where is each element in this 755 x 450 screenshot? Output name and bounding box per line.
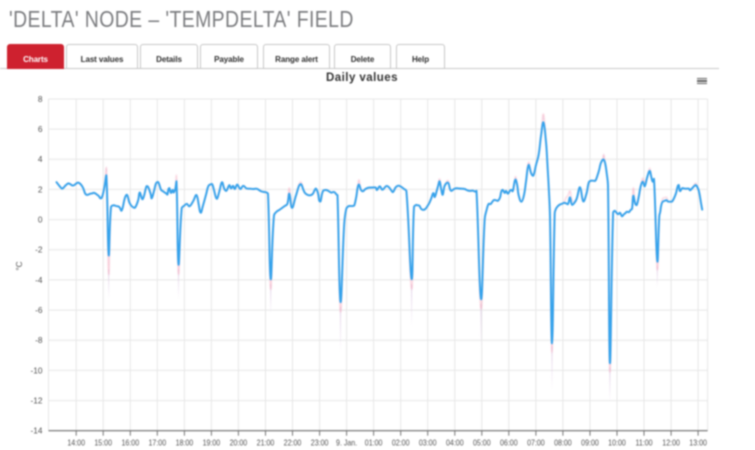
svg-text:03:00: 03:00: [419, 438, 437, 448]
svg-text:16:00: 16:00: [121, 438, 139, 448]
svg-text:-2: -2: [35, 245, 43, 255]
svg-text:-4: -4: [35, 275, 43, 285]
svg-text:-6: -6: [35, 305, 43, 315]
svg-text:0: 0: [38, 215, 43, 225]
svg-text:-8: -8: [35, 335, 43, 345]
svg-text:-12: -12: [31, 396, 43, 406]
svg-text:08:00: 08:00: [554, 438, 572, 448]
svg-text:15:00: 15:00: [94, 438, 112, 448]
svg-text:05:00: 05:00: [473, 438, 491, 448]
svg-text:20:00: 20:00: [230, 438, 248, 448]
svg-text:07:00: 07:00: [527, 438, 545, 448]
svg-text:01:00: 01:00: [365, 438, 383, 448]
svg-text:06:00: 06:00: [500, 438, 518, 448]
svg-text:6: 6: [38, 124, 43, 134]
svg-text:11:00: 11:00: [635, 438, 652, 448]
svg-text:19:00: 19:00: [203, 438, 221, 448]
svg-text:02:00: 02:00: [392, 438, 410, 448]
svg-text:4: 4: [38, 154, 43, 164]
svg-text:9. Jan.: 9. Jan.: [336, 438, 357, 448]
svg-text:13:00: 13:00: [689, 438, 707, 448]
svg-text:-14: -14: [31, 426, 43, 436]
svg-text:8: 8: [38, 94, 43, 104]
svg-text:09:00: 09:00: [581, 438, 599, 448]
svg-text:12:00: 12:00: [662, 438, 680, 448]
svg-text:14:00: 14:00: [67, 438, 85, 448]
svg-text:17:00: 17:00: [148, 438, 166, 448]
svg-text:18:00: 18:00: [176, 438, 194, 448]
svg-text:-10: -10: [31, 365, 43, 375]
svg-text:23:00: 23:00: [311, 438, 329, 448]
svg-text:04:00: 04:00: [446, 438, 464, 448]
svg-text:22:00: 22:00: [284, 438, 302, 448]
svg-text:10:00: 10:00: [608, 438, 626, 448]
svg-text:°C: °C: [14, 261, 24, 270]
svg-text:21:00: 21:00: [257, 438, 275, 448]
svg-text:2: 2: [38, 184, 43, 194]
